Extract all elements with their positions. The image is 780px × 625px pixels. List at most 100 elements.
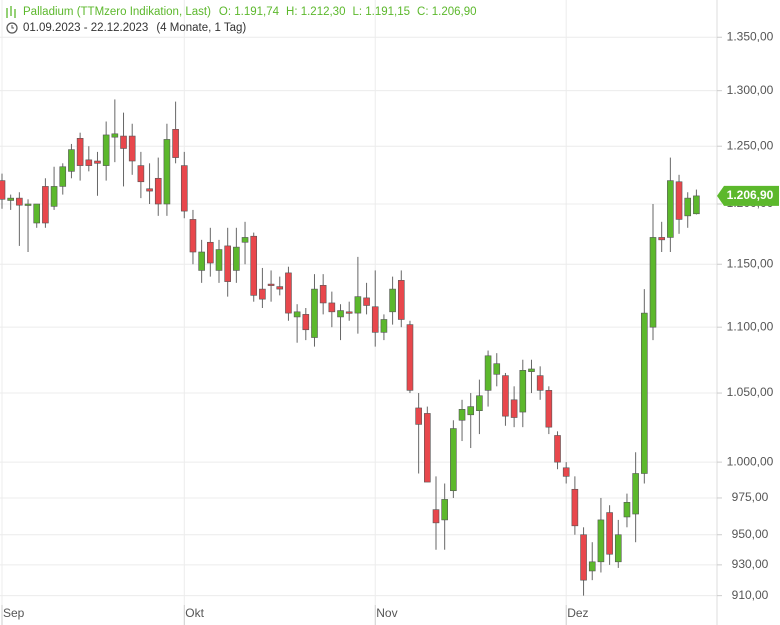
candle-body: [588, 561, 596, 572]
candle-body: [146, 188, 153, 192]
clock-icon: [6, 22, 18, 34]
candle-body: [293, 311, 301, 318]
candle-body: [172, 129, 179, 158]
candle-body: [24, 203, 32, 206]
candle-body: [623, 502, 631, 518]
grid: [0, 0, 717, 605]
candle-body: [328, 302, 336, 313]
candle-body: [137, 165, 145, 183]
candle-body: [432, 509, 440, 524]
candle-body: [154, 177, 162, 205]
y-tick-label: 1.350,00: [727, 29, 774, 43]
candle-body: [311, 288, 318, 338]
candle-body: [675, 181, 683, 220]
candle-body: [85, 159, 93, 166]
candle-body: [337, 310, 344, 318]
candle-body: [380, 319, 388, 333]
candle-body: [189, 219, 197, 253]
candle-body: [493, 363, 501, 375]
candle-body: [198, 251, 205, 271]
candle-body: [7, 197, 14, 201]
candle-body: [207, 241, 214, 264]
x-tick-label: Sep: [3, 606, 25, 620]
candle-body: [510, 399, 518, 418]
date-range: 01.09.2023 - 22.12.2023: [23, 22, 148, 34]
candle-body: [224, 245, 231, 282]
candles: [0, 99, 700, 596]
candle-body: [354, 296, 362, 314]
candle-body: [302, 314, 310, 331]
candle-body: [68, 149, 75, 172]
candle-body: [554, 435, 561, 463]
candle-body: [450, 428, 457, 492]
candle-body: [59, 166, 67, 187]
y-tick-label: 975,00: [732, 490, 769, 504]
candle-body: [458, 409, 466, 421]
candle-body: [16, 197, 23, 206]
candle-body: [476, 395, 483, 411]
y-tick-label: 1.100,00: [727, 319, 774, 333]
summary-value: L: 1.191,15: [352, 6, 410, 18]
candle-body: [571, 488, 579, 527]
candle-body: [233, 246, 240, 271]
candle-body: [241, 237, 249, 243]
candle-body: [319, 285, 327, 304]
candle-body: [684, 197, 692, 217]
candle-body: [94, 160, 101, 164]
candle-body: [519, 370, 527, 413]
candle-body: [415, 407, 422, 425]
candle-body: [658, 237, 665, 241]
candle-body: [42, 186, 49, 224]
candle-body: [693, 195, 700, 215]
candle-body: [371, 306, 379, 333]
candle-body: [128, 135, 136, 162]
clock-hands: [11, 25, 14, 29]
candle-body: [528, 368, 535, 372]
candle-body: [562, 467, 570, 477]
candle-body: [0, 180, 6, 200]
candle-body: [641, 312, 648, 474]
candle-body: [606, 512, 613, 555]
last-price-label: 1.206,90: [727, 188, 774, 202]
candle-body: [215, 249, 223, 271]
candle-body: [614, 534, 622, 563]
candle-body: [536, 375, 544, 391]
candle-body: [250, 235, 258, 296]
summary-value: H: 1.212,30: [286, 6, 345, 18]
period: (4 Monate, 1 Tag): [156, 22, 246, 34]
candle-body: [163, 139, 171, 205]
candle-body: [580, 534, 587, 581]
candle-body: [267, 283, 275, 286]
candle-body: [632, 473, 639, 515]
candle-body: [259, 288, 266, 300]
candle-body: [484, 355, 492, 391]
candle-body: [389, 288, 396, 313]
candle-body: [345, 311, 353, 314]
candle-body: [406, 324, 414, 391]
candle-body: [285, 272, 292, 314]
candle-body: [649, 237, 657, 328]
candle-body: [363, 297, 370, 306]
candle-body: [467, 406, 475, 416]
y-tick-label: 950,00: [732, 527, 769, 541]
candle-body: [502, 375, 509, 417]
y-tick-label: 930,00: [732, 557, 769, 571]
x-tick-label: Okt: [185, 606, 204, 620]
candle-body: [50, 186, 58, 207]
header-icon: [6, 6, 16, 18]
y-tick-label: 1.250,00: [727, 138, 774, 152]
candle-body: [545, 390, 553, 428]
y-tick-label: 910,00: [732, 588, 769, 602]
candle-body: [276, 286, 284, 290]
candle-body: [111, 133, 119, 138]
summary-value: O: 1.191,74: [219, 6, 280, 18]
last-price-box: [717, 185, 779, 206]
y-tick-label: 1.050,00: [727, 385, 774, 399]
candle-body: [667, 180, 674, 238]
candle-body: [424, 413, 431, 483]
y-tick-label: 1.150,00: [727, 256, 774, 270]
x-tick-label: Dez: [567, 606, 588, 620]
y-tick-label: 1.300,00: [727, 83, 774, 97]
candle-body: [597, 519, 605, 563]
